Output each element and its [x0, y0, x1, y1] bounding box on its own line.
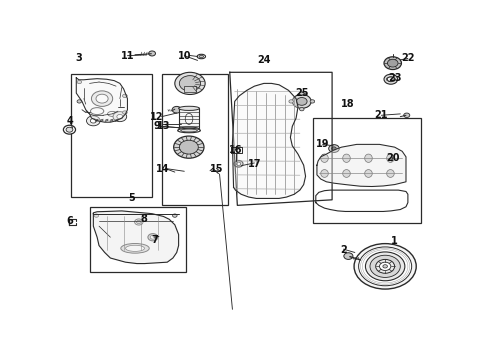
Circle shape: [147, 234, 158, 241]
Text: 20: 20: [385, 153, 399, 163]
Circle shape: [122, 111, 127, 114]
Text: 5: 5: [127, 193, 134, 203]
Circle shape: [172, 107, 181, 113]
Circle shape: [386, 77, 393, 82]
Circle shape: [148, 51, 155, 56]
Circle shape: [358, 247, 411, 286]
Circle shape: [382, 265, 386, 268]
Circle shape: [136, 220, 141, 224]
Circle shape: [77, 80, 81, 84]
Polygon shape: [232, 84, 305, 198]
Ellipse shape: [386, 154, 393, 162]
Ellipse shape: [178, 127, 199, 131]
Circle shape: [369, 255, 400, 278]
Text: 1: 1: [390, 237, 397, 246]
Ellipse shape: [320, 170, 327, 177]
Circle shape: [383, 74, 397, 84]
Circle shape: [172, 214, 177, 217]
Ellipse shape: [197, 54, 205, 59]
Text: 10: 10: [177, 51, 191, 61]
Ellipse shape: [177, 128, 200, 133]
Ellipse shape: [386, 170, 393, 177]
Circle shape: [403, 113, 409, 117]
Bar: [89, 207, 186, 272]
Bar: [184, 86, 195, 92]
Ellipse shape: [121, 243, 149, 253]
Circle shape: [233, 161, 243, 167]
Text: 12: 12: [150, 112, 163, 122]
Bar: [161, 74, 227, 205]
Circle shape: [63, 125, 75, 134]
Polygon shape: [93, 211, 178, 264]
Circle shape: [90, 118, 96, 123]
Polygon shape: [76, 78, 127, 122]
Circle shape: [292, 94, 311, 108]
Circle shape: [94, 214, 99, 217]
Text: 14: 14: [156, 164, 169, 174]
Circle shape: [150, 235, 155, 239]
Text: 9: 9: [153, 121, 160, 131]
Ellipse shape: [364, 154, 371, 162]
Circle shape: [386, 59, 397, 67]
Circle shape: [91, 91, 112, 107]
Circle shape: [134, 219, 142, 225]
Text: 3: 3: [75, 53, 82, 63]
Ellipse shape: [364, 170, 371, 177]
Circle shape: [113, 112, 126, 122]
Text: 25: 25: [294, 88, 308, 98]
Bar: [312, 118, 420, 223]
Ellipse shape: [181, 129, 197, 132]
Text: 6: 6: [67, 216, 74, 226]
Circle shape: [66, 127, 73, 132]
Circle shape: [296, 98, 306, 105]
Text: 19: 19: [315, 139, 329, 149]
Circle shape: [379, 262, 390, 270]
Circle shape: [122, 94, 127, 98]
Ellipse shape: [320, 154, 327, 162]
Ellipse shape: [178, 106, 199, 111]
Circle shape: [375, 260, 394, 273]
Text: 2: 2: [339, 245, 346, 255]
Circle shape: [173, 136, 203, 158]
Text: 7: 7: [151, 235, 158, 245]
Circle shape: [299, 92, 304, 95]
Circle shape: [179, 140, 198, 154]
Circle shape: [353, 244, 415, 289]
Bar: [178, 108, 199, 129]
Circle shape: [309, 100, 314, 103]
Text: 18: 18: [340, 99, 353, 109]
Text: 11: 11: [121, 51, 134, 61]
Text: 15: 15: [209, 164, 223, 174]
Text: 16: 16: [228, 145, 242, 155]
Text: 22: 22: [400, 53, 414, 63]
Circle shape: [299, 108, 304, 111]
Circle shape: [236, 162, 240, 166]
Polygon shape: [316, 144, 405, 186]
Circle shape: [175, 72, 205, 94]
Circle shape: [86, 116, 100, 126]
Circle shape: [383, 57, 401, 69]
Circle shape: [328, 145, 339, 152]
Text: 13: 13: [156, 121, 170, 131]
Ellipse shape: [125, 245, 144, 251]
Circle shape: [96, 94, 108, 103]
Circle shape: [331, 147, 336, 150]
Circle shape: [179, 76, 200, 91]
Circle shape: [343, 253, 352, 260]
Text: 23: 23: [387, 73, 401, 83]
Text: 24: 24: [257, 55, 270, 65]
Ellipse shape: [342, 154, 349, 162]
Text: 21: 21: [374, 110, 387, 120]
Circle shape: [117, 114, 122, 119]
Circle shape: [288, 100, 293, 103]
Circle shape: [77, 100, 81, 103]
Ellipse shape: [199, 55, 203, 58]
Text: 17: 17: [247, 159, 261, 169]
Circle shape: [365, 252, 404, 281]
Text: 8: 8: [140, 214, 147, 224]
Ellipse shape: [342, 170, 349, 177]
Bar: [70, 74, 152, 197]
Text: 4: 4: [67, 116, 74, 126]
